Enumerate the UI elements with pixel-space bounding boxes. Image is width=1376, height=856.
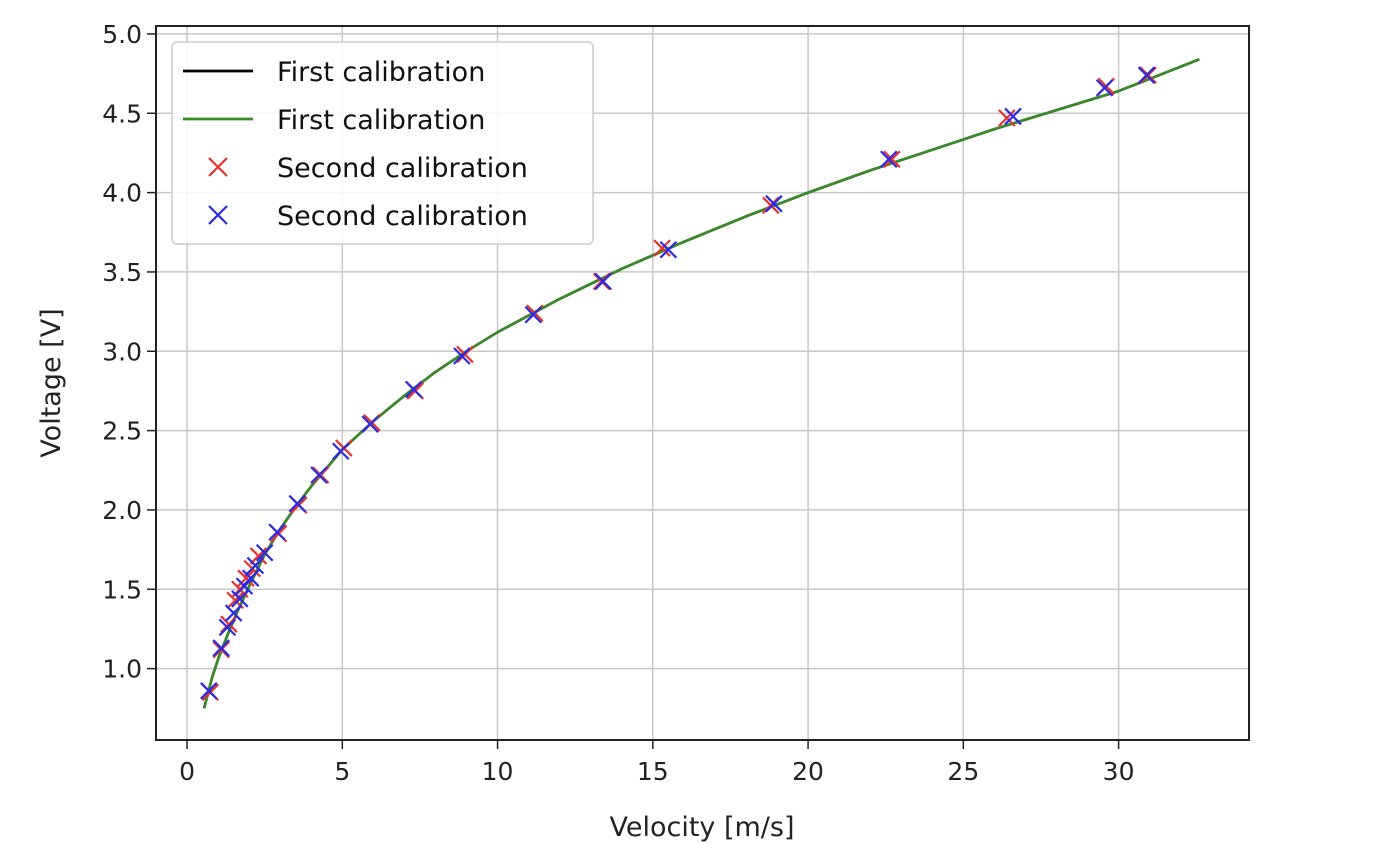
x-tick-label: 0 bbox=[179, 757, 195, 786]
y-tick-label: 4.5 bbox=[102, 99, 142, 128]
series-layer bbox=[200, 58, 1200, 709]
y-tick-label: 1.5 bbox=[102, 575, 142, 604]
y-axis-label: Voltage [V] bbox=[36, 308, 67, 457]
legend-item: First calibration bbox=[183, 57, 485, 88]
x-tick-label: 30 bbox=[1103, 757, 1135, 786]
data-point bbox=[224, 604, 243, 622]
y-tick-label: 5.0 bbox=[102, 20, 142, 49]
series-3 bbox=[200, 66, 1156, 700]
data-point bbox=[880, 150, 898, 169]
data-point bbox=[220, 615, 238, 633]
axis-ticks: 0 5 10 15 20 25 30 1.0 1.5 2.0 2.5 3.0 3.5 4.0 4.5 5.0 bbox=[102, 20, 1134, 786]
y-tick-label: 4.0 bbox=[102, 179, 142, 208]
data-point bbox=[653, 239, 671, 257]
data-point bbox=[883, 150, 901, 169]
legend-item: Second calibration bbox=[208, 201, 528, 232]
y-tick-label: 3.0 bbox=[102, 337, 142, 366]
data-point bbox=[255, 543, 274, 562]
plot-frame bbox=[155, 25, 1250, 741]
x-tick-label: 15 bbox=[637, 757, 669, 786]
data-point bbox=[404, 380, 423, 399]
legend-label: Second calibration bbox=[277, 201, 528, 232]
data-point bbox=[241, 569, 260, 587]
data-point bbox=[212, 640, 230, 659]
legend-label: Second calibration bbox=[277, 153, 528, 184]
series-1 bbox=[202, 58, 1200, 709]
legend-item: First calibration bbox=[183, 105, 485, 136]
data-point bbox=[765, 194, 783, 213]
legend-label: First calibration bbox=[277, 57, 485, 88]
data-point bbox=[331, 442, 350, 461]
data-point bbox=[1137, 66, 1156, 84]
data-point bbox=[659, 240, 678, 259]
data-point bbox=[268, 523, 286, 541]
y-tick-label: 3.5 bbox=[102, 258, 142, 287]
x-tick-label: 20 bbox=[792, 757, 824, 786]
data-point bbox=[1004, 107, 1022, 126]
legend-item: Second calibration bbox=[208, 153, 528, 184]
y-tick-label: 1.0 bbox=[102, 655, 142, 684]
data-point bbox=[998, 109, 1016, 127]
data-point bbox=[524, 305, 543, 324]
data-point bbox=[594, 272, 612, 291]
data-point bbox=[246, 556, 265, 575]
data-point bbox=[453, 347, 471, 365]
series-line bbox=[202, 58, 1200, 709]
data-point bbox=[235, 577, 254, 595]
legend-label: First calibration bbox=[277, 105, 485, 136]
data-point bbox=[218, 618, 237, 637]
legend: First calibration First calibration Second… bbox=[171, 41, 594, 245]
y-tick-label: 2.5 bbox=[102, 417, 142, 446]
data-point bbox=[212, 639, 230, 657]
data-point bbox=[200, 682, 218, 700]
x-tick-label: 5 bbox=[334, 757, 350, 786]
x-tick-label: 10 bbox=[482, 757, 514, 786]
data-point bbox=[1095, 79, 1114, 97]
data-point bbox=[288, 494, 307, 513]
data-point bbox=[361, 415, 380, 434]
legend-box bbox=[171, 41, 594, 245]
data-point bbox=[310, 466, 328, 484]
x-axis-label: Velocity [m/s] bbox=[609, 812, 794, 843]
legend-marker-swatch bbox=[208, 205, 228, 225]
y-tick-label: 2.0 bbox=[102, 496, 142, 525]
x-tick-label: 25 bbox=[947, 757, 979, 786]
data-point bbox=[231, 590, 249, 608]
legend-marker-swatch bbox=[208, 157, 228, 177]
